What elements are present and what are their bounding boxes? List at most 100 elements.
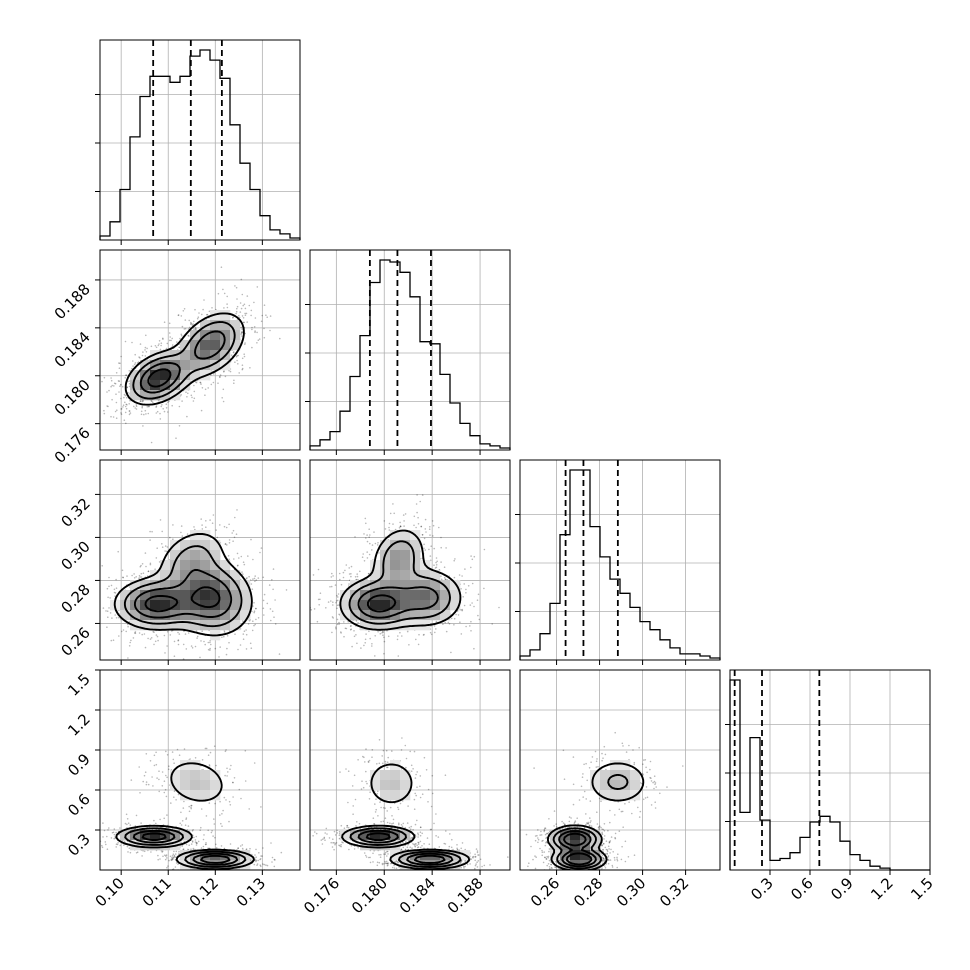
scatter-point [156,635,159,638]
scatter-point [379,632,382,635]
scatter-point [177,639,179,642]
scatter-point [381,632,383,634]
scatter-point [115,587,118,589]
scatter-point [238,372,240,374]
scatter-point [173,640,176,643]
density-cell [150,380,161,391]
scatter-point [491,623,494,625]
scatter-point [235,286,238,289]
scatter-point [112,639,115,641]
scatter-point [139,565,142,568]
scatter-point [364,638,367,641]
scatter-point [125,374,127,376]
scatter-point [353,635,356,638]
scatter-point [244,314,247,317]
scatter-point [138,574,141,577]
scatter-point [180,667,182,669]
scatter-point [238,557,240,559]
scatter-point [433,625,436,627]
scatter-point [339,578,341,581]
scatter-point [241,335,243,337]
scatter-point [376,544,379,546]
scatter-point [223,630,226,632]
scatter-point [185,648,188,650]
scatter-point [120,413,123,416]
scatter-point [176,341,178,343]
scatter-point [123,396,125,399]
density-cell [410,540,421,551]
scatter-point [106,587,109,590]
scatter-point [344,569,346,572]
scatter-point [161,543,163,545]
scatter-point [317,568,320,571]
scatter-point [265,314,267,317]
density-cell [180,340,191,351]
scatter-point [263,593,266,596]
scatter-point [241,364,244,367]
scatter-point [251,326,253,329]
scatter-point [131,367,133,370]
scatter-point [112,416,115,418]
scatter-point [413,524,415,527]
scatter-point [369,542,371,545]
scatter-point [241,293,244,296]
density-cell [170,380,181,391]
density-cell [200,550,211,561]
scatter-point [127,623,129,626]
scatter-point [461,609,464,612]
scatter-point [166,645,168,647]
scatter-point [458,574,461,576]
scatter-point [113,385,115,387]
scatter-point [253,624,255,627]
density-cell [340,590,351,601]
scatter-point [115,401,118,404]
scatter-point [245,648,248,650]
scatter-point [118,367,121,370]
scatter-point [336,618,339,621]
density-cell [120,610,131,621]
scatter-point [471,602,473,604]
scatter-point [105,610,107,612]
scatter-point [240,278,243,281]
panel-body [310,460,510,665]
scatter-point [141,354,144,357]
scatter-point [473,555,476,558]
scatter-point [219,374,222,376]
scatter-point [92,587,94,589]
scatter-point [209,649,211,651]
scatter-point [219,376,221,378]
scatter-point [235,310,238,313]
scatter-point [424,549,427,551]
scatter-point [242,317,245,319]
density-cell [130,610,141,621]
scatter-point [124,340,127,343]
scatter-point [313,608,316,610]
scatter-point [124,405,127,408]
scatter-point [114,595,116,597]
scatter-point [347,620,350,623]
density-cell [400,540,411,551]
panel-frame [99,249,301,451]
scatter-point [214,647,217,650]
scatter-point [190,645,193,647]
scatter-point [388,522,391,525]
scatter-point [166,546,169,548]
density-cell [450,600,461,611]
scatter-point [178,425,181,427]
scatter-point [206,313,209,316]
scatter-point [435,561,437,564]
scatter-point [254,575,256,577]
scatter-point [184,633,187,635]
density-cell [390,590,401,601]
scatter-point [409,663,411,665]
scatter-point [246,295,249,297]
scatter-point [365,633,367,635]
scatter-point [242,304,244,307]
density-cell [230,620,241,631]
scatter-point [216,536,219,539]
scatter-point [128,403,130,405]
scatter-point [316,620,319,623]
scatter-point [120,384,122,386]
scatter-point [256,331,258,334]
scatter-point [348,583,350,585]
